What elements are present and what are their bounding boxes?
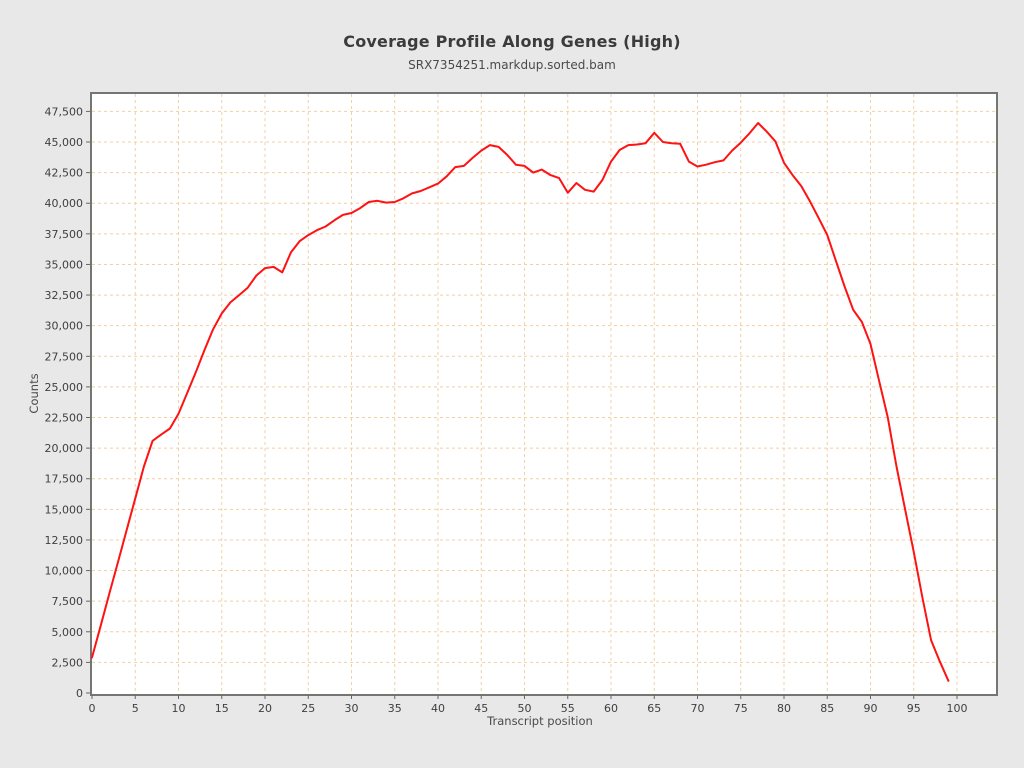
x-tick-label: 10 bbox=[172, 702, 186, 715]
y-tick-label: 20,000 bbox=[45, 442, 84, 455]
x-axis-tick-labels: 0 5 10 15 20 25 30 35 40 45 50 55 60 65 70 75 80 85 90 95 10… bbox=[89, 702, 968, 715]
x-tick-label: 45 bbox=[474, 702, 488, 715]
x-tick-label: 80 bbox=[777, 702, 791, 715]
x-tick-label: 50 bbox=[518, 702, 532, 715]
y-tick-label: 30,000 bbox=[45, 320, 84, 333]
x-tick-label: 90 bbox=[864, 702, 878, 715]
y-tick-label: 12,500 bbox=[45, 534, 84, 547]
x-tick-label: 95 bbox=[907, 702, 921, 715]
y-tick-label: 35,000 bbox=[45, 258, 84, 271]
y-tick-label: 2,500 bbox=[52, 656, 84, 669]
y-tick-label: 10,000 bbox=[45, 565, 84, 578]
plot-border bbox=[90, 92, 998, 696]
x-tick-label: 35 bbox=[388, 702, 402, 715]
axis-ticks bbox=[86, 110, 958, 699]
y-tick-label: 45,000 bbox=[45, 136, 84, 149]
chart-title: Coverage Profile Along Genes (High) bbox=[343, 32, 681, 51]
y-tick-label: 17,500 bbox=[45, 473, 84, 486]
y-tick-label: 15,000 bbox=[45, 503, 84, 516]
y-axis-title: Counts bbox=[27, 373, 41, 413]
y-tick-label: 37,500 bbox=[45, 228, 84, 241]
x-tick-label: 100 bbox=[947, 702, 968, 715]
y-tick-label: 22,500 bbox=[45, 412, 84, 425]
x-tick-label: 25 bbox=[301, 702, 315, 715]
plot-area bbox=[91, 93, 997, 695]
y-tick-label: 32,500 bbox=[45, 289, 84, 302]
y-tick-label: 7,500 bbox=[52, 595, 84, 608]
x-tick-label: 40 bbox=[431, 702, 445, 715]
y-axis-tick-labels: 0 2,500 5,000 7,500 10,000 12,500 15,000 17,500… bbox=[45, 105, 84, 700]
y-tick-label: 40,000 bbox=[45, 197, 84, 210]
y-tick-label: 27,500 bbox=[45, 350, 84, 363]
y-tick-label: 25,000 bbox=[45, 381, 84, 394]
gridlines bbox=[92, 94, 996, 693]
x-tick-label: 65 bbox=[647, 702, 661, 715]
coverage-line bbox=[91, 122, 950, 682]
x-tick-label: 55 bbox=[561, 702, 575, 715]
x-tick-label: 5 bbox=[132, 702, 139, 715]
x-tick-label: 70 bbox=[691, 702, 705, 715]
x-tick-label: 75 bbox=[734, 702, 748, 715]
x-tick-label: 85 bbox=[820, 702, 834, 715]
x-axis-title: Transcript position bbox=[486, 714, 593, 728]
x-tick-label: 15 bbox=[215, 702, 229, 715]
x-tick-label: 20 bbox=[258, 702, 272, 715]
x-tick-label: 60 bbox=[604, 702, 618, 715]
y-tick-label: 5,000 bbox=[52, 626, 84, 639]
x-tick-label: 30 bbox=[345, 702, 359, 715]
x-tick-label: 0 bbox=[89, 702, 96, 715]
y-tick-label: 47,500 bbox=[45, 105, 84, 118]
chart-subtitle: SRX7354251.markdup.sorted.bam bbox=[408, 58, 616, 72]
y-tick-label: 42,500 bbox=[45, 167, 84, 180]
y-tick-label: 0 bbox=[76, 687, 83, 700]
